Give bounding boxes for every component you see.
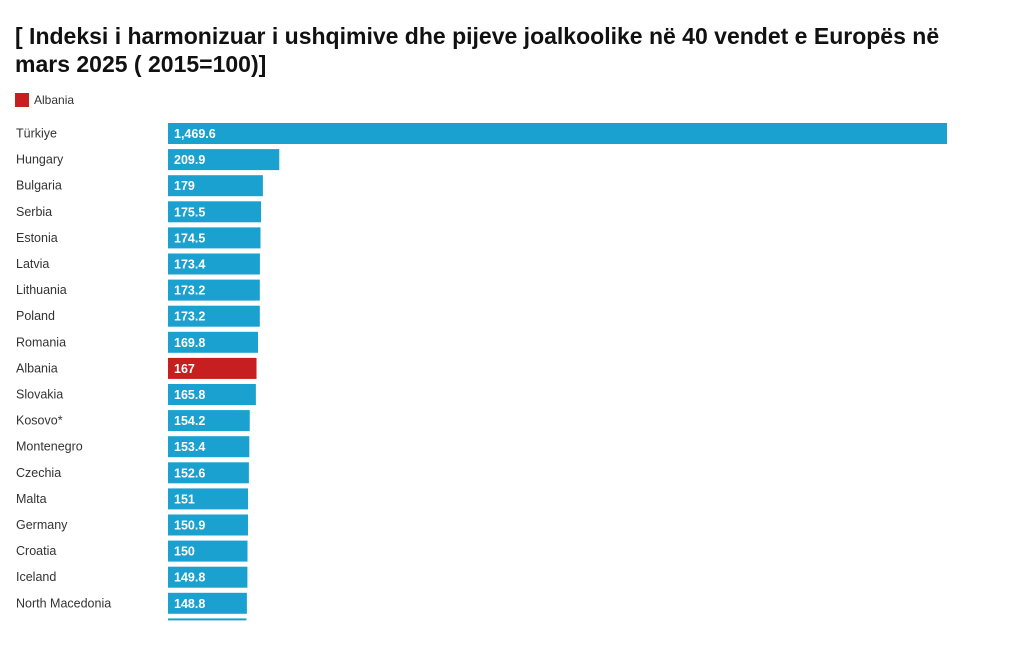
value-label-malta: 151: [174, 492, 195, 506]
value-label-hungary: 209.9: [174, 153, 205, 167]
value-label-lithuania: 173.2: [174, 284, 205, 298]
category-label-kosovo: Kosovo*: [16, 414, 63, 428]
bar-t-rkiye: [168, 123, 947, 144]
bar-north-macedonia: [168, 592, 247, 614]
bar-serbia: [168, 201, 262, 223]
chart-title: [ Indeksi i harmonizuar i ushqimive dhe …: [15, 23, 940, 77]
category-label-estonia: Estonia: [16, 231, 58, 245]
bar-romania: [168, 331, 259, 353]
category-label-croatia: Croatia: [16, 544, 56, 558]
category-label-latvia: Latvia: [16, 257, 49, 271]
value-label-montenegro: 153.4: [174, 440, 205, 454]
value-label-serbia: 175.5: [174, 205, 205, 219]
bar-montenegro: [168, 436, 250, 458]
legend: Albania: [15, 93, 74, 107]
bar-latvia: [168, 253, 260, 275]
value-label-bulgaria: 179: [174, 179, 195, 193]
value-label-north-macedonia: 148.8: [174, 597, 205, 611]
category-label-czechia: Czechia: [16, 466, 61, 480]
category-label-germany: Germany: [16, 518, 68, 532]
bar-iceland: [168, 566, 248, 588]
legend-swatch-albania: [15, 93, 29, 107]
category-label-romania: Romania: [16, 335, 66, 349]
category-label-malta: Malta: [16, 492, 47, 506]
bar-croatia: [168, 540, 248, 562]
value-label-latvia: 173.4: [174, 258, 205, 272]
bar-estonia: [168, 227, 261, 249]
category-label-serbia: Serbia: [16, 205, 52, 219]
value-label-kosovo: 154.2: [174, 414, 205, 428]
category-label-albania: Albania: [16, 361, 58, 375]
value-label-t-rkiye: 1,469.6: [174, 127, 216, 141]
value-label-romania: 169.8: [174, 336, 205, 350]
category-label-slovakia: Slovakia: [16, 388, 63, 402]
value-label-poland: 173.2: [174, 310, 205, 324]
bar-slovakia: [168, 384, 256, 405]
category-label-poland: Poland: [16, 309, 55, 323]
bar-czechia: [168, 462, 249, 484]
value-label-germany: 150.9: [174, 519, 205, 533]
value-label-slovakia: 165.8: [174, 388, 205, 402]
category-label-iceland: Iceland: [16, 570, 56, 584]
bar-bulgaria: [168, 175, 263, 197]
category-label-north-macedonia: North Macedonia: [16, 596, 111, 610]
category-label-lithuania: Lithuania: [16, 283, 67, 297]
bar-hungary: [168, 149, 280, 171]
bar-lithuania: [168, 279, 260, 301]
value-label-iceland: 149.8: [174, 571, 205, 585]
bar-cutoff: [168, 618, 247, 621]
value-label-estonia: 174.5: [174, 231, 205, 245]
bar-germany: [168, 514, 248, 536]
value-label-albania: 167: [174, 362, 195, 376]
legend-label-albania: Albania: [34, 93, 75, 107]
bar-albania: [168, 357, 257, 379]
bar-poland: [168, 305, 260, 327]
category-label-montenegro: Montenegro: [16, 440, 83, 454]
category-label-t-rkiye: Türkiye: [16, 127, 57, 141]
value-label-czechia: 152.6: [174, 466, 205, 480]
value-label-croatia: 150: [174, 545, 195, 559]
category-label-bulgaria: Bulgaria: [16, 179, 62, 193]
bar-kosovo: [168, 410, 250, 432]
category-label-hungary: Hungary: [16, 153, 64, 167]
bar-malta: [168, 488, 249, 510]
